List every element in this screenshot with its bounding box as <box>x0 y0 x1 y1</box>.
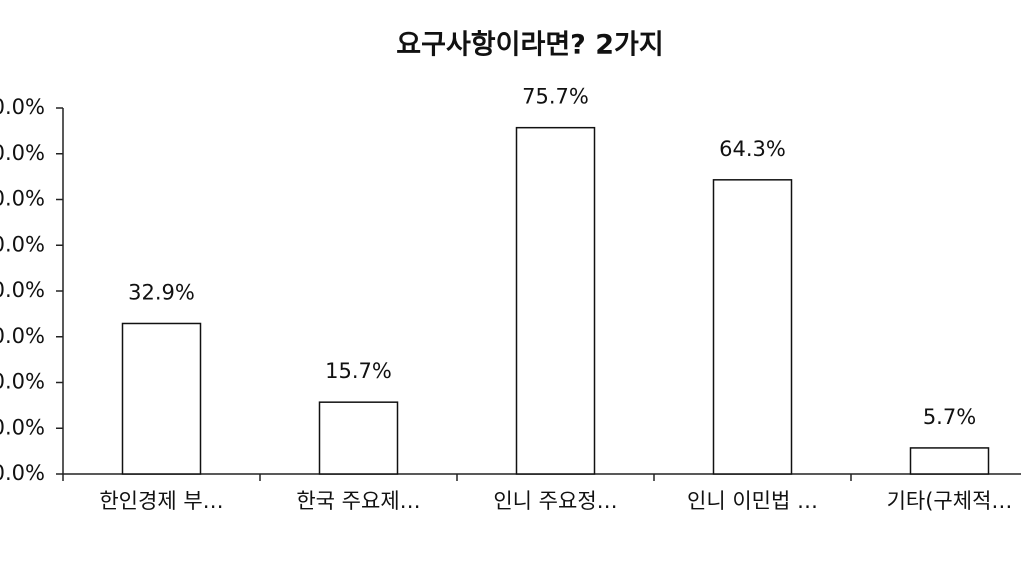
value-label: 5.7% <box>923 405 976 429</box>
bar <box>909 447 990 475</box>
x-tick-label: 기타(구체적… <box>887 489 1013 513</box>
y-tick-label: 30.0% <box>0 324 45 348</box>
y-tick-label: 80.0% <box>0 95 45 119</box>
y-tick-label: 60.0% <box>0 187 45 211</box>
value-label: 15.7% <box>325 359 392 383</box>
chart-title: 요구사항이라면? 2가지 <box>396 30 663 61</box>
value-label: 32.9% <box>128 280 195 304</box>
value-label: 64.3% <box>719 137 786 161</box>
y-tick-label: 50.0% <box>0 232 45 256</box>
y-tick-label: 40.0% <box>0 278 45 302</box>
x-tick-label: 한인경제 부… <box>99 489 223 513</box>
y-tick-label: 70.0% <box>0 141 45 165</box>
y-tick-label: 0.0% <box>0 461 45 485</box>
x-tick-label: 한국 주요제… <box>296 489 420 513</box>
y-tick-label: 20.0% <box>0 370 45 394</box>
value-label: 75.7% <box>522 85 589 109</box>
bar <box>121 322 202 475</box>
x-tick-label: 인니 주요정… <box>493 489 617 513</box>
bar <box>318 401 399 475</box>
x-tick-label: 인니 이민법 … <box>687 489 818 513</box>
y-tick-label: 10.0% <box>0 415 45 439</box>
bar <box>712 179 793 475</box>
bar <box>515 126 596 475</box>
